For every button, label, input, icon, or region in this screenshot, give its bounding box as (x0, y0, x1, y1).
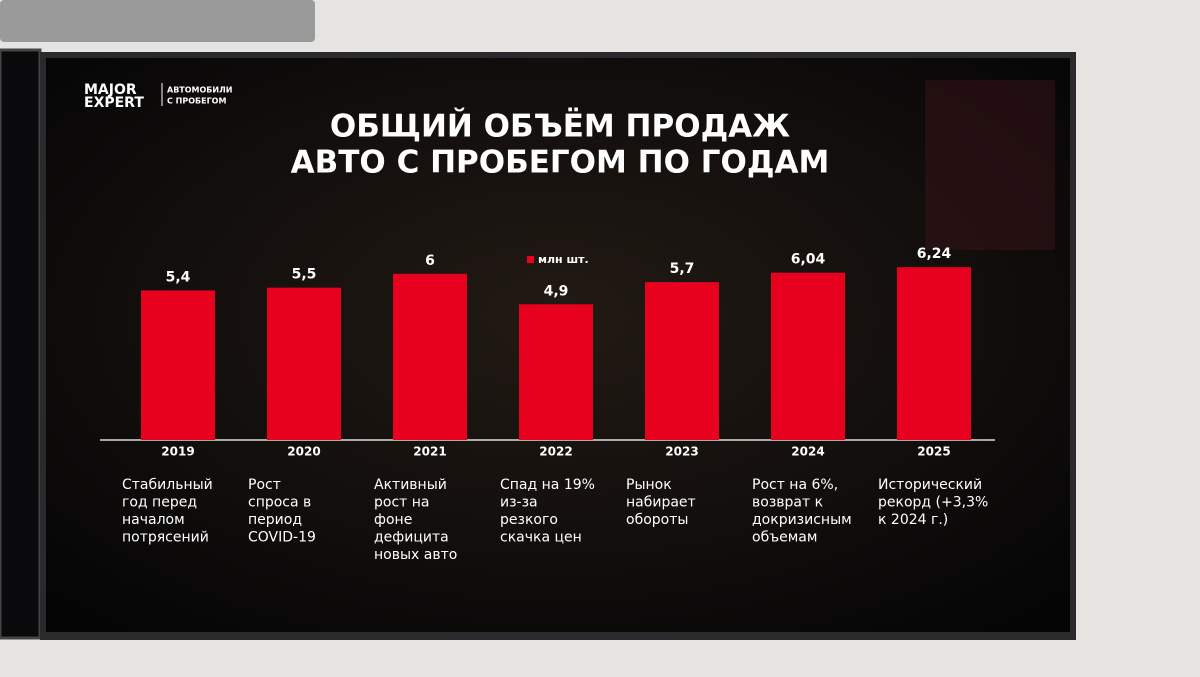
annotation: из-за (500, 495, 538, 511)
bar (519, 304, 593, 440)
annotation: период (248, 512, 302, 528)
logo-tagline: С ПРОБЕГОМ (167, 97, 226, 106)
annotation: Рост на 6%, (752, 477, 838, 493)
logo-brand: EXPERT (84, 95, 144, 111)
chart-title: ОБЩИЙ ОБЪЁМ ПРОДАЖ (330, 109, 790, 145)
logo-brand: MAJOR (84, 82, 137, 98)
annotation: COVID-19 (248, 530, 316, 546)
value-label: 6,24 (917, 246, 952, 262)
x-tick-label: 2023 (665, 445, 698, 459)
value-label: 5,4 (166, 269, 191, 285)
bar (141, 290, 215, 440)
bar (645, 282, 719, 440)
legend-label: млн шт. (538, 253, 589, 266)
bar (897, 267, 971, 440)
annotation: резкого (500, 512, 558, 528)
value-label: 5,7 (670, 261, 695, 277)
bar (267, 287, 341, 440)
annotation: спроса в (248, 495, 311, 511)
annotation: обороты (626, 512, 688, 528)
annotation: год перед (122, 495, 197, 511)
annotation: Активный (374, 477, 447, 493)
annotation: объемам (752, 530, 817, 546)
annotation: дефицита (374, 530, 449, 546)
flag-reflection (925, 80, 1055, 250)
side-screen (0, 48, 42, 640)
annotation: Стабильный (122, 477, 213, 493)
value-label: 6,04 (791, 252, 826, 268)
annotation: Спад на 19% (500, 477, 595, 493)
x-tick-label: 2021 (413, 445, 446, 459)
x-tick-label: 2022 (539, 445, 572, 459)
bar (393, 273, 467, 440)
x-tick-label: 2019 (161, 445, 194, 459)
value-label: 6 (425, 253, 435, 269)
annotation: к 2024 г.) (878, 512, 948, 528)
annotation: Рост (248, 477, 281, 493)
legend-swatch (527, 256, 534, 263)
annotation: скачка цен (500, 530, 582, 546)
bar (771, 272, 845, 440)
annotation: началом (122, 512, 185, 528)
value-label: 5,5 (292, 267, 317, 283)
annotation: новых авто (374, 547, 457, 563)
camera (0, 0, 315, 42)
value-label: 4,9 (544, 283, 569, 299)
chart-title: АВТО С ПРОБЕГОМ ПО ГОДАМ (291, 145, 830, 181)
annotation: рекорд (+3,3% (878, 495, 988, 511)
annotation: докризисным (752, 512, 852, 528)
annotation: потрясений (122, 530, 209, 546)
logo-tagline: АВТОМОБИЛИ (167, 86, 232, 95)
x-tick-label: 2020 (287, 445, 320, 459)
x-tick-label: 2024 (791, 445, 824, 459)
annotation: рост на (374, 495, 430, 511)
annotation: Рынок (626, 477, 672, 493)
annotation: фоне (374, 512, 412, 528)
annotation: возврат к (752, 495, 823, 511)
x-tick-label: 2025 (917, 445, 950, 459)
annotation: набирает (626, 495, 696, 511)
annotation: Исторический (878, 477, 982, 493)
